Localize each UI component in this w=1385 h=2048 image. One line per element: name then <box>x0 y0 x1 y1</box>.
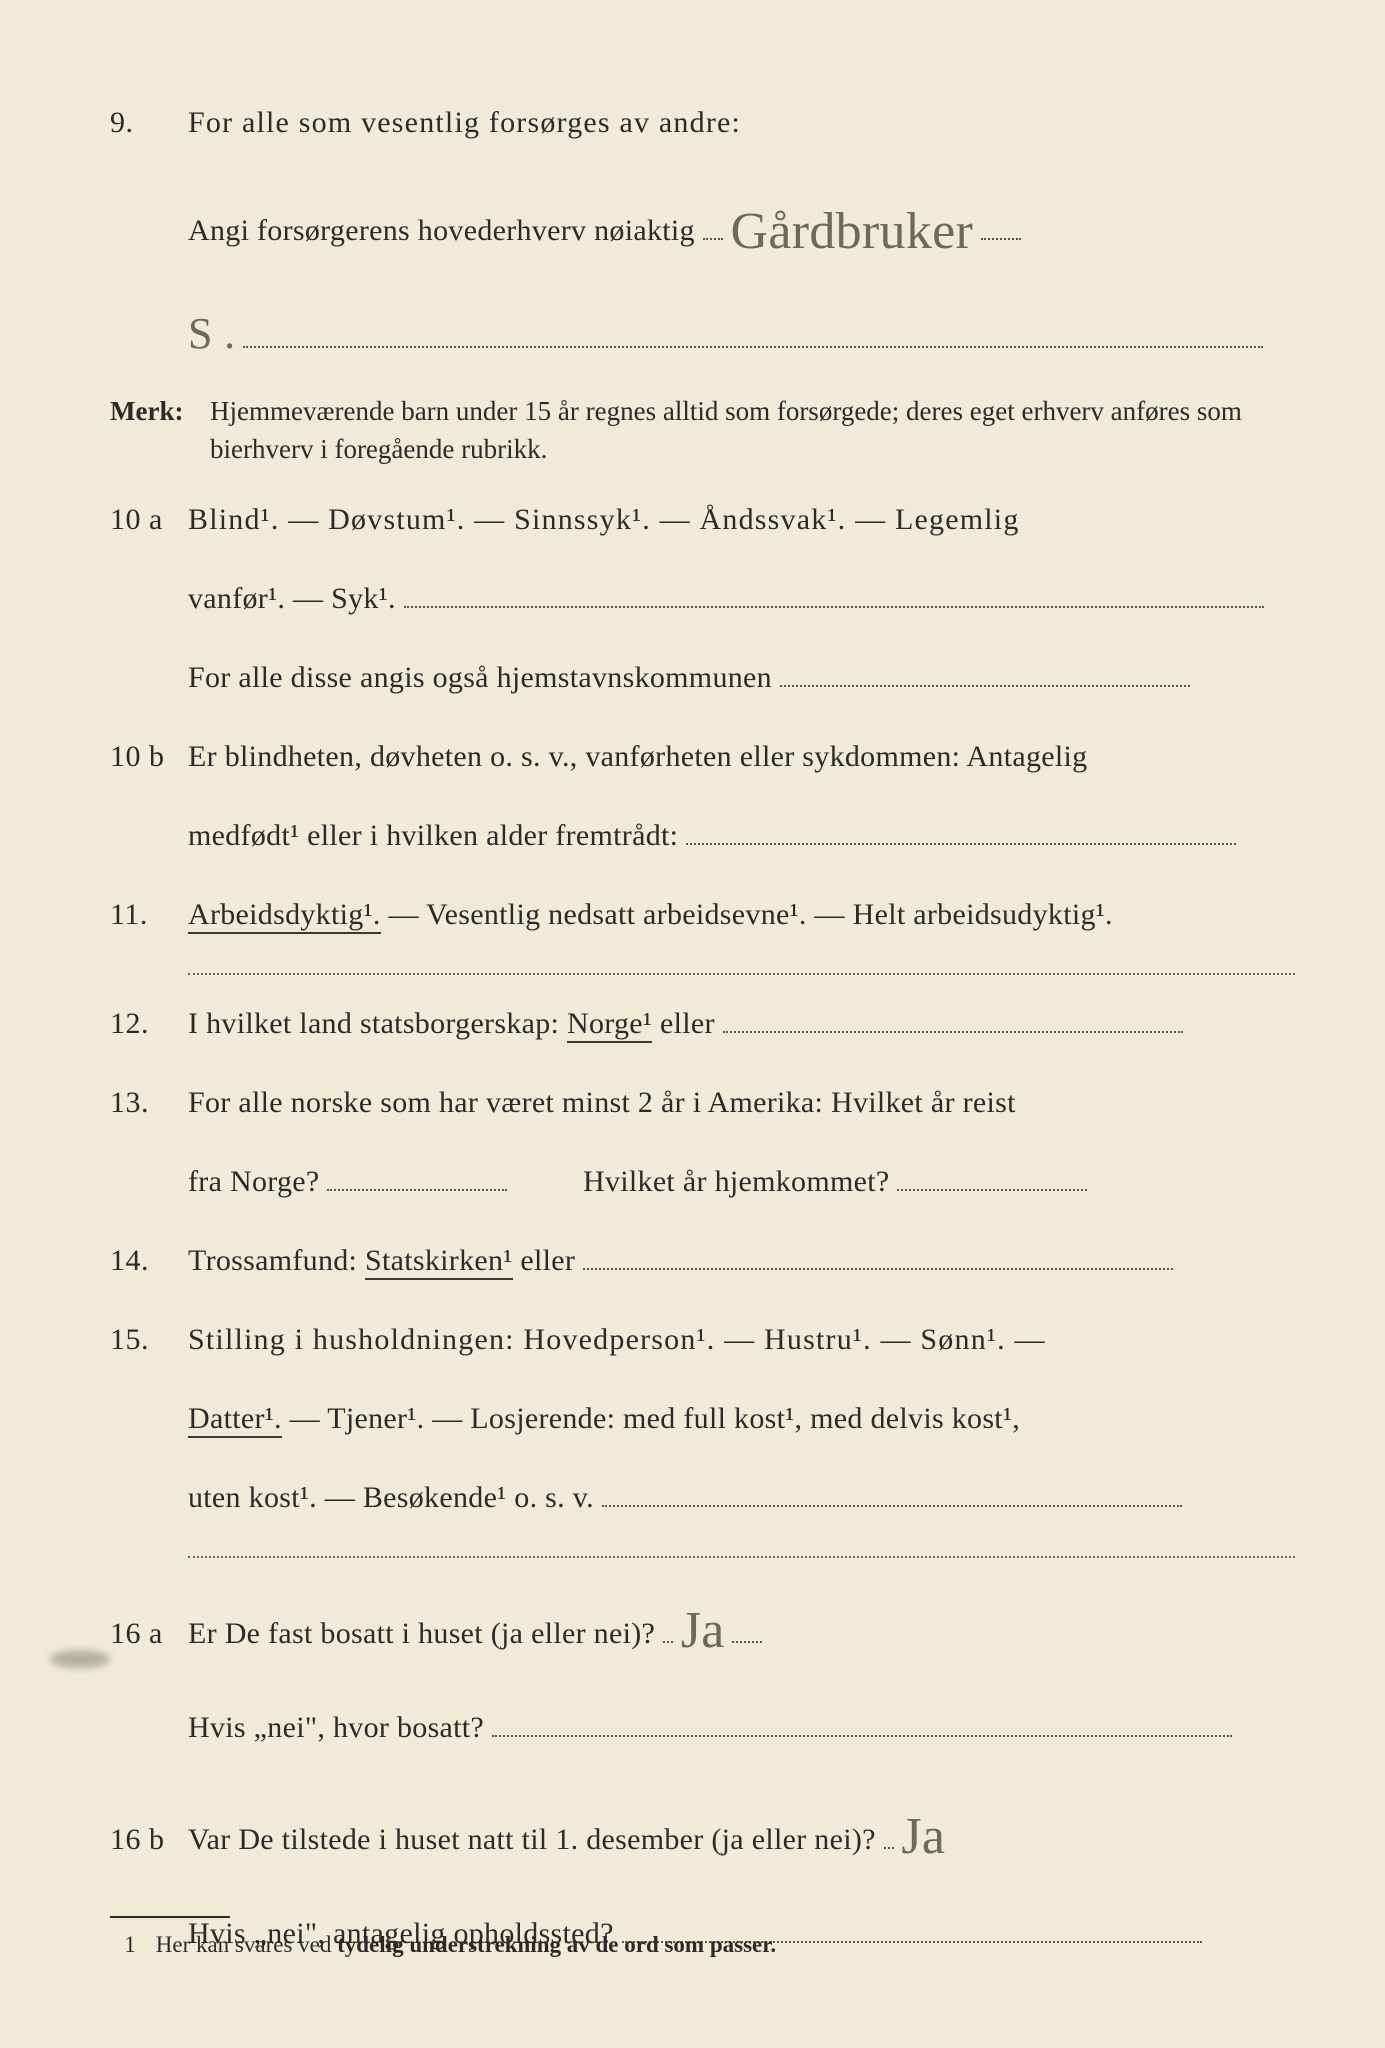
q10a-number: 10 a <box>110 491 188 548</box>
q12: 12. I hvilket land statsborgerskap: Norg… <box>110 995 1295 1052</box>
q10a-line3: For alle disse angis også hjemstavnskomm… <box>110 649 1295 706</box>
q13-text1: For alle norske som har været minst 2 år… <box>188 1074 1295 1131</box>
q10b-line2: medfødt¹ eller i hvilken alder fremtrådt… <box>110 807 1295 864</box>
q16a-line2: Hvis „nei", hvor bosatt? <box>110 1699 1295 1756</box>
q9-handwriting: Gårdbruker <box>730 203 973 260</box>
q16a-text2: Hvis „nei", hvor bosatt? <box>188 1711 484 1744</box>
q10b-text1: Er blindheten, døvheten o. s. v., vanfør… <box>188 728 1295 785</box>
smudge-mark <box>50 1650 110 1668</box>
q11-rest: — Vesentlig nedsatt arbeidsevne¹. — Helt… <box>388 898 1112 931</box>
q12-number: 12. <box>110 995 188 1052</box>
q15-text3: uten kost¹. — Besøkende¹ o. s. v. <box>188 1481 594 1514</box>
q16a-line1: 16 a Er De fast bosatt i huset (ja eller… <box>110 1578 1295 1677</box>
q15-line3: uten kost¹. — Besøkende¹ o. s. v. <box>110 1469 1295 1526</box>
q9-number: 9. <box>110 94 188 151</box>
q14-number: 14. <box>110 1232 188 1289</box>
q9-line1: 9. For alle som vesentlig forsørges av a… <box>110 94 1295 151</box>
q11-underlined: Arbeidsdyktig¹. <box>188 898 381 934</box>
q13-text2a: fra Norge? <box>188 1165 320 1198</box>
q13-line1: 13. For alle norske som har været minst … <box>110 1074 1295 1131</box>
q15-underlined: Datter¹. <box>188 1402 282 1438</box>
q16b-number: 16 b <box>110 1811 188 1868</box>
q14: 14. Trossamfund: Statskirken¹ eller <box>110 1232 1295 1289</box>
footnote-area: 1 Her kan svares ved tydelig understrekn… <box>110 1916 1295 1958</box>
q15-line1: 15. Stilling i husholdningen: Hovedperso… <box>110 1311 1295 1368</box>
q15-text1: Stilling i husholdningen: Hovedperson¹. … <box>188 1311 1295 1368</box>
q14-underlined: Statskirken¹ <box>365 1244 513 1280</box>
section-divider-2 <box>188 1556 1295 1558</box>
q10a-line2: vanfør¹. — Syk¹. <box>110 570 1295 627</box>
footnote: 1 Her kan svares ved tydelig understrekn… <box>110 1932 1295 1958</box>
q13-line2: fra Norge? Hvilket år hjemkommet? <box>110 1153 1295 1210</box>
q11-number: 11. <box>110 886 188 943</box>
q10a-opts2: vanfør¹. — Syk¹. <box>188 582 396 615</box>
q9-line2: Angi forsørgerens hovederhverv nøiaktig … <box>110 175 1295 274</box>
q10a-opts1: Blind¹. — Døvstum¹. — Sinnssyk¹. — Åndss… <box>188 491 1295 548</box>
q16b-handwriting: Ja <box>901 1808 945 1865</box>
q13-number: 13. <box>110 1074 188 1131</box>
q16a-handwriting: Ja <box>681 1602 725 1659</box>
q9-text1: For alle som vesentlig forsørges av andr… <box>188 94 1295 151</box>
q9-line3: S . <box>110 292 1295 376</box>
merk-text: Hjemmeværende barn under 15 år regnes al… <box>210 393 1295 469</box>
q14-rest: eller <box>520 1244 575 1277</box>
q11: 11. Arbeidsdyktig¹. — Vesentlig nedsatt … <box>110 886 1295 943</box>
q12-rest: eller <box>660 1007 715 1040</box>
q10b-line1: 10 b Er blindheten, døvheten o. s. v., v… <box>110 728 1295 785</box>
q10b-text2: medfødt¹ eller i hvilken alder fremtrådt… <box>188 819 678 852</box>
q16b-line1: 16 b Var De tilstede i huset natt til 1.… <box>110 1784 1295 1883</box>
census-form-page: 9. For alle som vesentlig forsørges av a… <box>0 0 1385 2048</box>
q13-text2b: Hvilket år hjemkommet? <box>583 1165 890 1198</box>
q12-lead: I hvilket land statsborgerskap: <box>188 1007 567 1040</box>
footnote-marker: 1 <box>110 1932 150 1958</box>
footnote-rule <box>110 1916 230 1918</box>
q10a-text3: For alle disse angis også hjemstavnskomm… <box>188 661 772 694</box>
q14-lead: Trossamfund: <box>188 1244 365 1277</box>
merk-note: Merk: Hjemmeværende barn under 15 år reg… <box>110 393 1295 469</box>
merk-label: Merk: <box>110 393 210 469</box>
q12-underlined: Norge¹ <box>567 1007 652 1043</box>
q15-text2: — Tjener¹. — Losjerende: med full kost¹,… <box>290 1402 1020 1435</box>
q10a-line1: 10 a Blind¹. — Døvstum¹. — Sinnssyk¹. — … <box>110 491 1295 548</box>
q15-line2: Datter¹. — Tjener¹. — Losjerende: med fu… <box>110 1390 1295 1447</box>
section-divider-1 <box>188 973 1295 975</box>
q15-number: 15. <box>110 1311 188 1368</box>
q9-label: Angi forsørgerens hovederhverv nøiaktig <box>188 214 695 247</box>
q10b-number: 10 b <box>110 728 188 785</box>
q9-hand-s: S . <box>188 309 235 358</box>
q16a-question: Er De fast bosatt i huset (ja eller nei)… <box>188 1617 655 1650</box>
q16a-number: 16 a <box>110 1605 188 1662</box>
q16b-question: Var De tilstede i huset natt til 1. dese… <box>188 1823 876 1856</box>
